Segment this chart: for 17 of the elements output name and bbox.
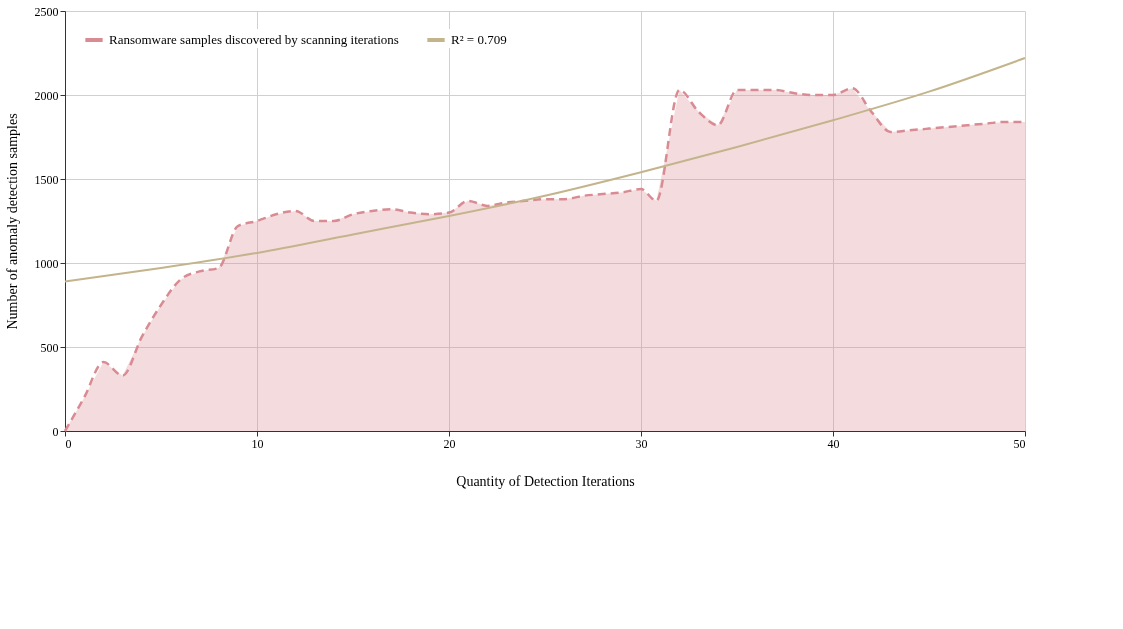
- x-tick-label: 30: [635, 436, 648, 451]
- y-tick-label: 1000: [34, 256, 59, 271]
- x-axis-title: Quantity of Detection Iterations: [456, 473, 635, 489]
- x-tick-label: 40: [827, 436, 840, 451]
- y-tick-label: 2500: [34, 4, 59, 19]
- x-tick-label: 20: [443, 436, 456, 451]
- x-tick-label: 0: [65, 436, 72, 451]
- y-tick-label: 1500: [34, 172, 59, 187]
- line-series: [64, 57, 1026, 283]
- legend-label: Ransomware samples discovered by scanning iterations: [109, 32, 399, 47]
- x-tick-label: 50: [1013, 436, 1026, 451]
- legend-label: R² = 0.709: [451, 32, 507, 47]
- y-tick-label: 500: [40, 340, 59, 355]
- y-tick-label: 0: [52, 424, 59, 439]
- x-tick-label: 10: [251, 436, 264, 451]
- y-axis-title: Number of anomaly detection samples: [4, 113, 20, 330]
- y-tick-label: 2000: [34, 88, 59, 103]
